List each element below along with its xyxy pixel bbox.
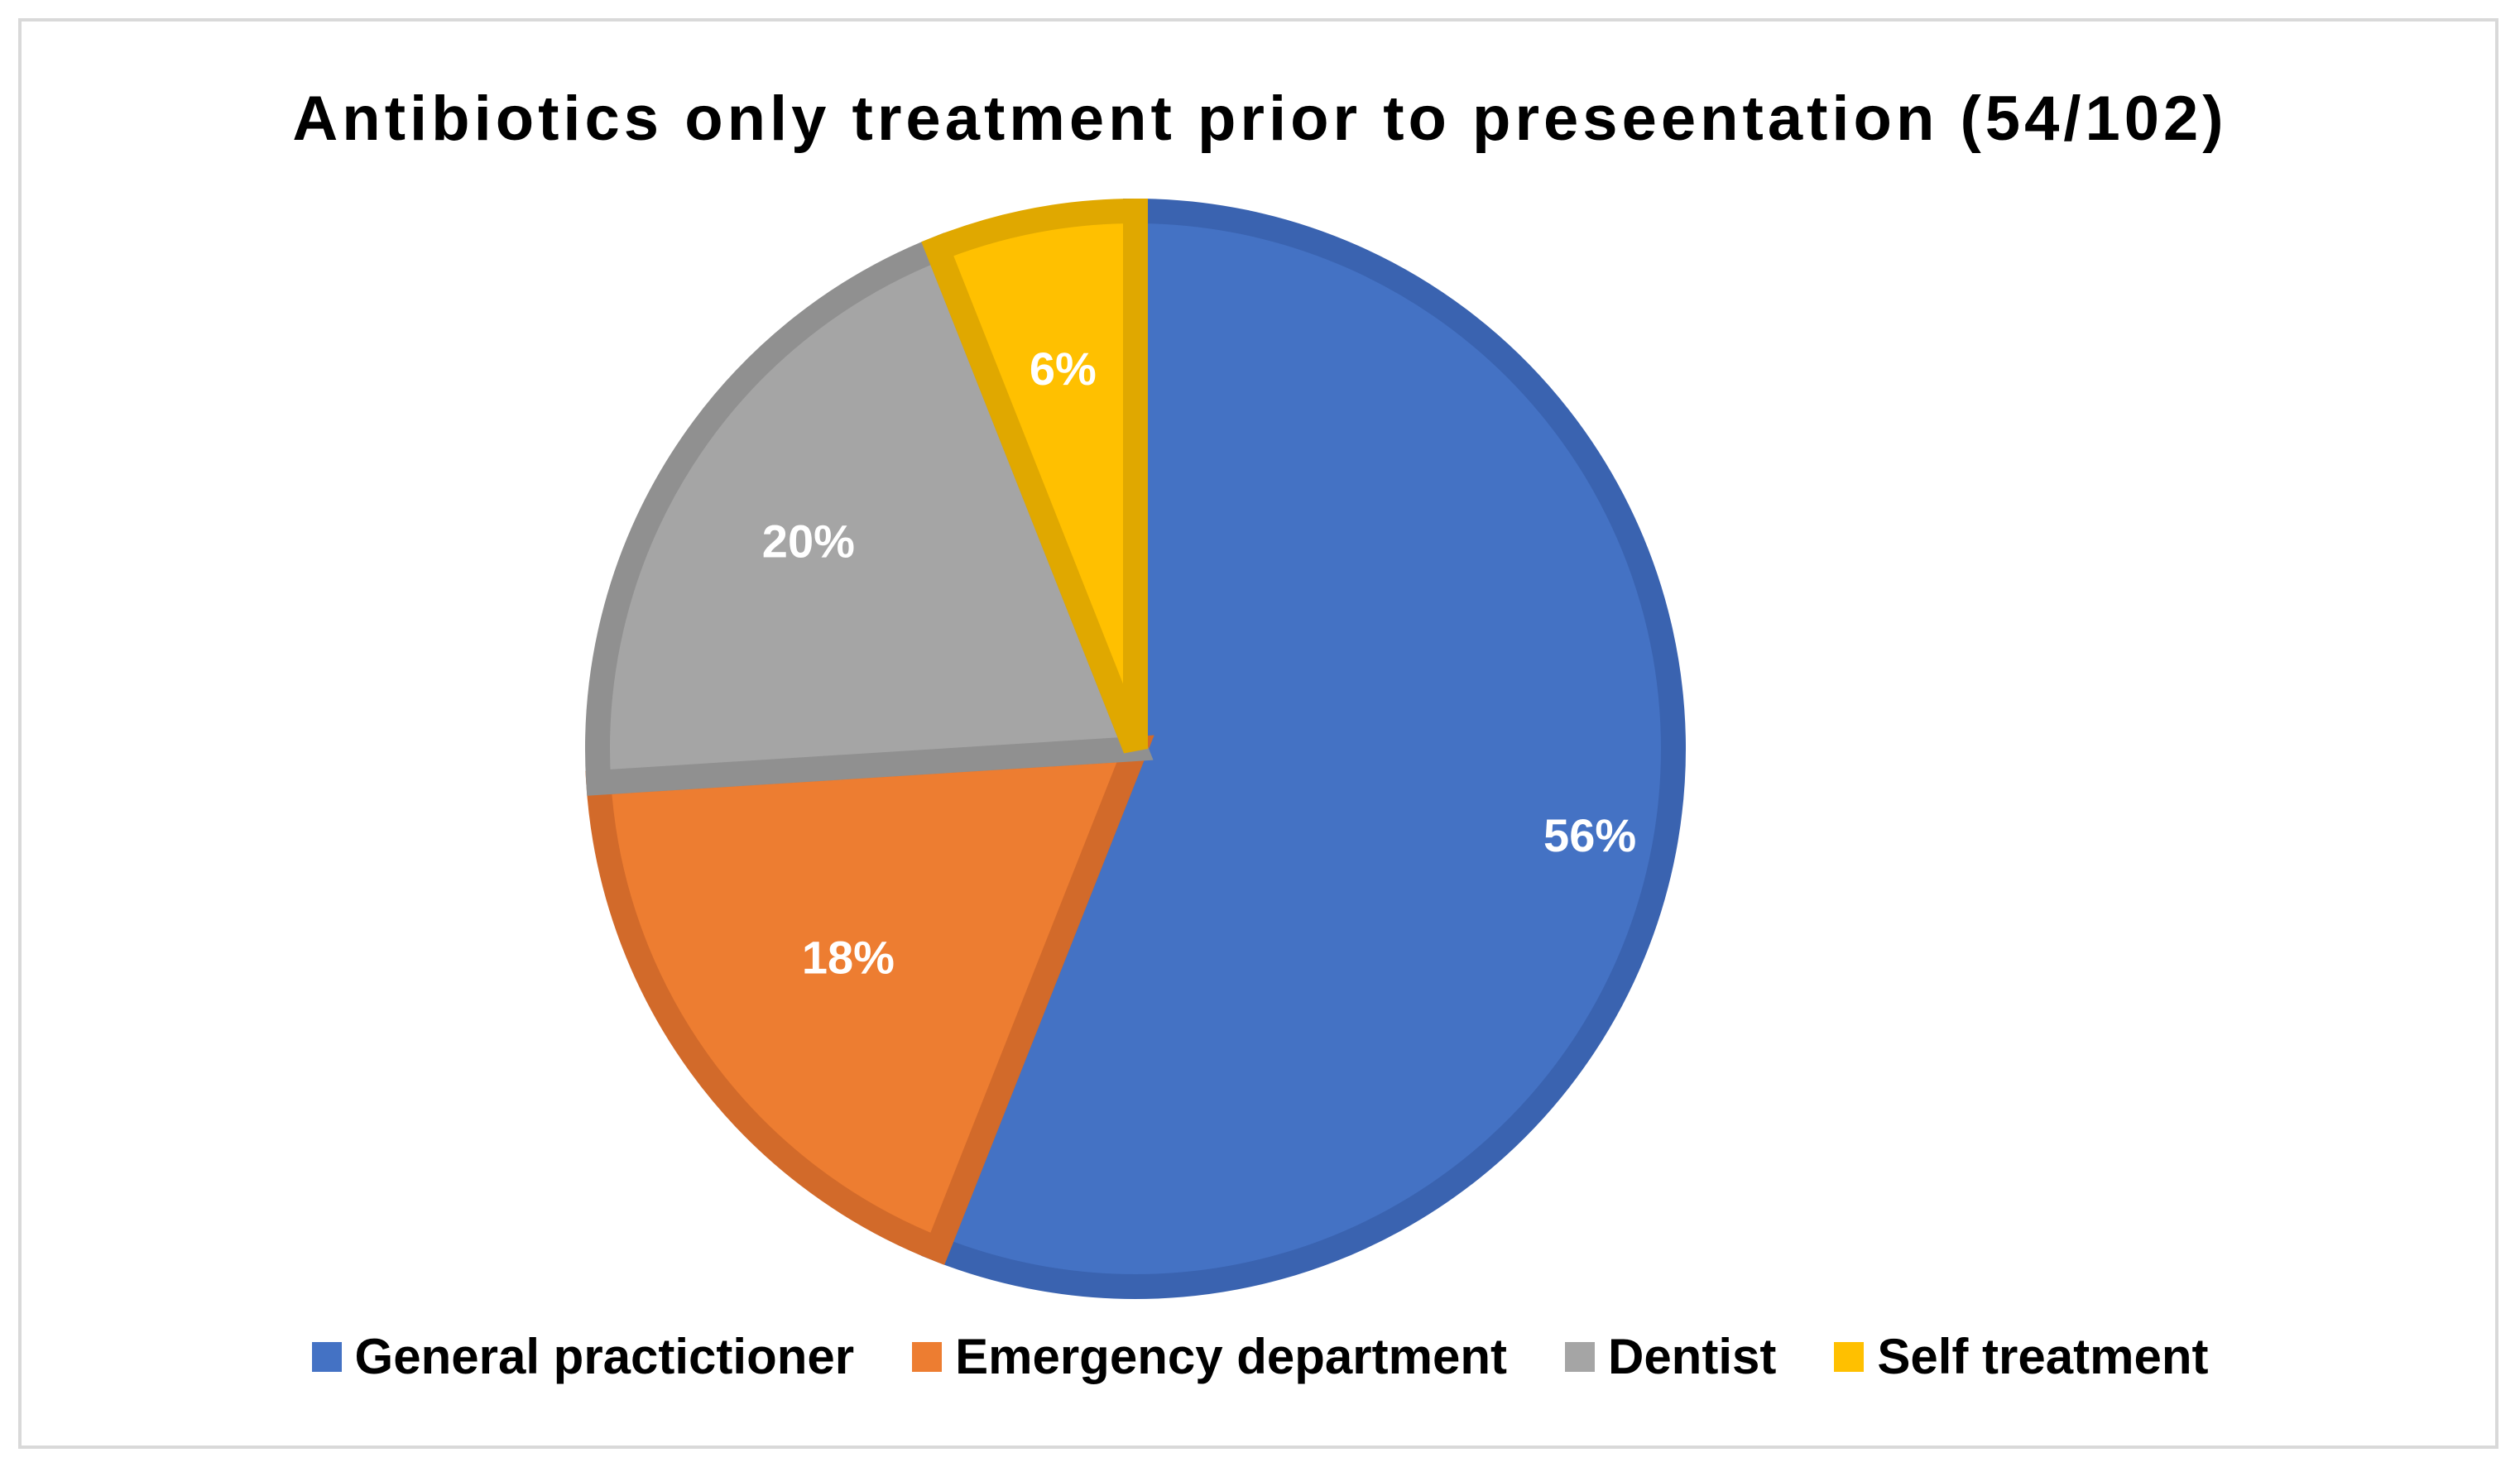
legend-item-self-treatment: Self treatment: [1834, 1328, 2208, 1385]
legend-swatch: [1564, 1341, 1595, 1372]
legend-item-general-practictioner: General practictioner: [311, 1328, 855, 1385]
pie-slice-emergency-department: [585, 735, 1154, 1265]
legend-swatch: [311, 1341, 342, 1372]
data-label-emergency-department: 18%: [802, 932, 895, 984]
pie-slice-general-practictioner: [921, 198, 1686, 1299]
pie-slices: [585, 198, 1686, 1299]
legend-label: Dentist: [1607, 1329, 1777, 1384]
legend-item-dentist: Dentist: [1564, 1328, 1777, 1385]
legend-swatch: [1834, 1341, 1865, 1372]
legend-label: Emergency department: [955, 1329, 1507, 1384]
legend: General practictioner Emergency departmen…: [0, 1328, 2520, 1385]
data-label-general-practictioner: 56%: [1543, 809, 1636, 861]
legend-label: General practictioner: [354, 1329, 855, 1384]
pie-labels: 56% 18% 20% 6%: [762, 343, 1636, 984]
chart-title: Antibiotics only treatment prior to pres…: [292, 84, 2228, 154]
data-label-dentist: 20%: [762, 515, 855, 568]
legend-swatch: [912, 1341, 943, 1372]
legend-item-emergency-department: Emergency department: [912, 1328, 1507, 1385]
pie-slice-dentist: [585, 233, 1154, 796]
legend-label: Self treatment: [1877, 1329, 2209, 1384]
data-label-self-treatment: 6%: [1030, 343, 1097, 395]
pie-slice-self-treatment: [921, 198, 1148, 754]
